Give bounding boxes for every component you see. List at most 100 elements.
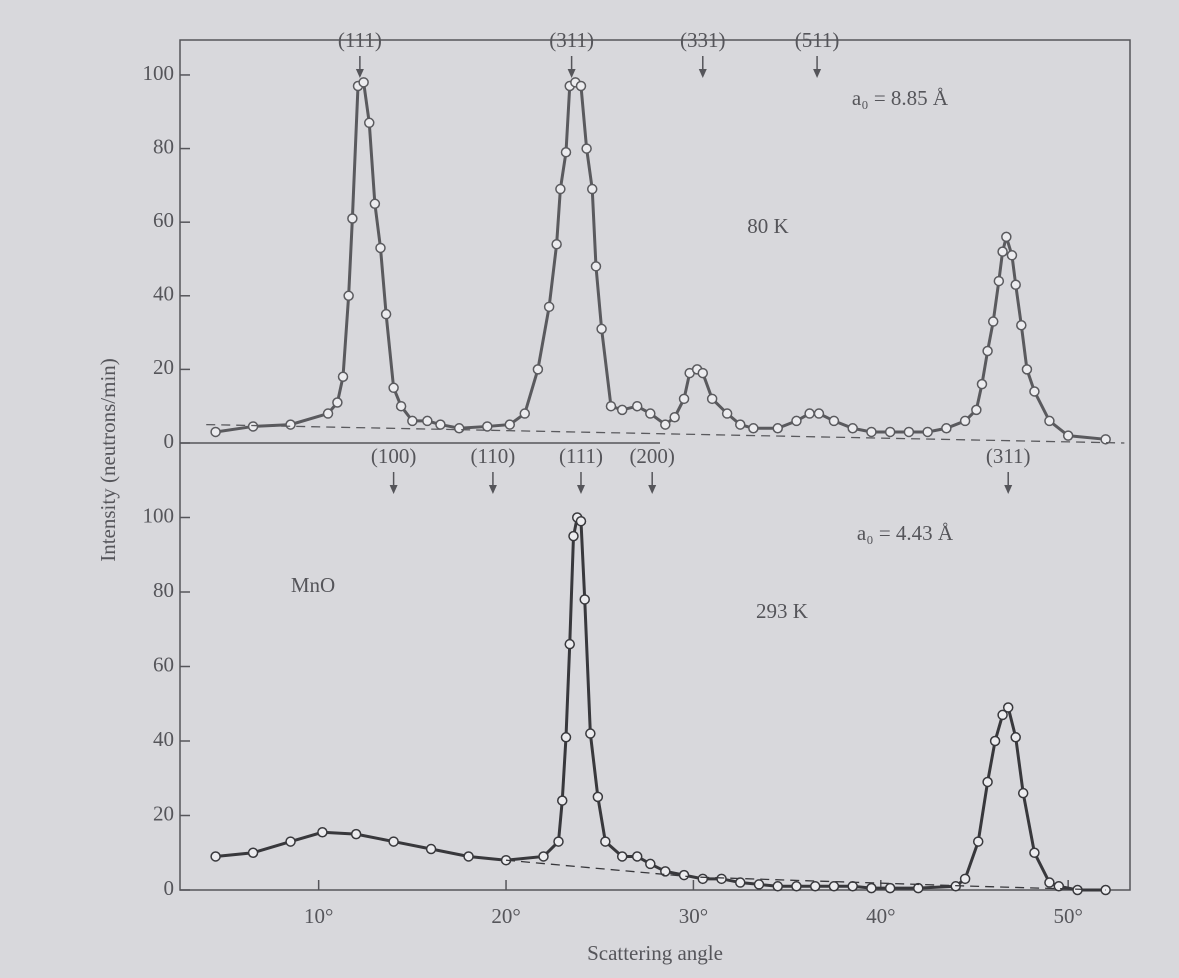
data-point [375, 242, 386, 254]
peak-label: (100) [371, 444, 417, 468]
data-point [1044, 877, 1055, 888]
x-tick-label: 40° [866, 904, 895, 928]
peak-arrowhead [567, 69, 576, 78]
data-point [538, 851, 549, 862]
data-point [568, 530, 579, 542]
data-point [989, 735, 1001, 747]
data-point [972, 836, 984, 847]
data-point [976, 378, 988, 390]
data-point [697, 873, 709, 885]
data-point [748, 423, 759, 434]
data-point [422, 415, 433, 427]
data-point [556, 795, 568, 806]
data-point [551, 239, 562, 250]
y-tick-label: 20 [153, 355, 174, 379]
annotation: 80 K [747, 214, 788, 238]
data-point [504, 419, 516, 430]
data-point [1062, 430, 1074, 441]
data-point [903, 426, 915, 438]
data-line [215, 79, 1106, 441]
data-point [596, 323, 607, 335]
data-point [322, 408, 334, 419]
data-point [1044, 415, 1055, 427]
data-point [1053, 881, 1065, 892]
x-tick-label: 20° [491, 904, 520, 928]
peak-label: (331) [680, 28, 726, 52]
data-point [543, 301, 555, 313]
data-point [575, 515, 587, 527]
x-tick-label: 50° [1053, 904, 1082, 928]
data-point [343, 290, 354, 302]
data-point [482, 421, 493, 432]
data-point [585, 728, 596, 739]
peak-label: (110) [471, 444, 516, 468]
data-point [997, 709, 1008, 721]
data-point [285, 419, 296, 430]
data-point [332, 397, 343, 408]
data-point [592, 791, 604, 803]
data-point [772, 423, 783, 434]
peak-arrowhead [576, 485, 585, 494]
y-tick-label: 100 [143, 61, 175, 85]
data-point [210, 426, 221, 438]
data-point [922, 426, 933, 438]
data-point [1029, 386, 1040, 397]
data-point [560, 732, 572, 743]
data-point [735, 877, 746, 888]
data-point [395, 400, 407, 412]
data-point [1017, 787, 1029, 799]
data-point [1016, 319, 1027, 331]
peak-label: (511) [795, 28, 840, 52]
y-tick-label: 60 [153, 652, 174, 676]
data-point [453, 423, 465, 434]
data-point [884, 882, 896, 894]
data-point [721, 408, 733, 419]
data-point [993, 275, 1005, 287]
data-point [364, 117, 375, 129]
y-tick-label: 40 [153, 727, 174, 751]
data-point [678, 869, 690, 881]
data-point [564, 638, 575, 650]
annotation: a₀ = 4.43 Å [857, 521, 954, 545]
data-point [590, 261, 602, 272]
data-point [247, 421, 259, 432]
data-point [435, 419, 446, 430]
data-point [678, 393, 690, 405]
y-axis-label: Intensity (neutrons/min) [96, 358, 120, 562]
data-point [1006, 250, 1018, 261]
data-point [913, 882, 924, 894]
data-point [581, 143, 592, 154]
data-point [828, 881, 840, 892]
data-point [735, 419, 746, 430]
data-point [631, 851, 643, 862]
data-point [971, 404, 982, 416]
data-point [791, 415, 802, 427]
data-point [828, 415, 840, 427]
data-point [866, 426, 877, 438]
annotation: 293 K [756, 599, 808, 623]
data-point [616, 851, 628, 862]
data-point [959, 873, 971, 885]
y-tick-label: 0 [164, 876, 175, 900]
data-point [388, 382, 399, 394]
y-tick-label: 80 [153, 578, 174, 602]
data-point [753, 879, 765, 890]
data-point [380, 308, 392, 320]
data-point [982, 345, 993, 357]
data-point [1100, 434, 1111, 445]
data-point [463, 851, 474, 862]
data-point [716, 873, 727, 885]
y-tick-label: 100 [143, 503, 175, 527]
data-point [586, 183, 598, 195]
plot-frame [179, 39, 1131, 891]
data-point [697, 367, 709, 379]
x-tick-label: 30° [679, 904, 708, 928]
data-point [631, 400, 643, 412]
data-point [997, 246, 1008, 257]
data-point [804, 408, 815, 419]
y-tick-label: 60 [153, 208, 174, 232]
data-point [772, 881, 783, 892]
peak-label: (200) [629, 444, 675, 468]
peak-arrowhead [389, 485, 398, 494]
peak-arrowhead [355, 69, 364, 78]
